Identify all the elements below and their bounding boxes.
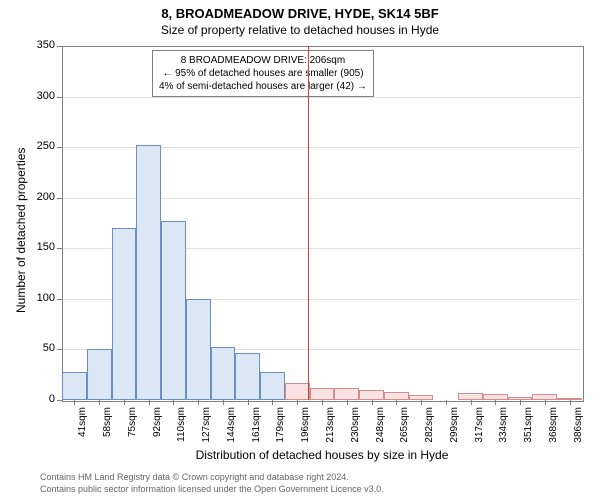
marker-line <box>308 46 309 400</box>
footer-line-1: Contains HM Land Registry data © Crown c… <box>40 472 349 482</box>
gridline <box>63 97 581 98</box>
x-tick-label: 41sqm <box>77 407 88 455</box>
y-tick-label: 50 <box>27 342 55 354</box>
info-box: 8 BROADMEADOW DRIVE: 206sqm ← 95% of det… <box>152 50 374 97</box>
histogram-bar <box>235 353 260 400</box>
x-tick-label: 230sqm <box>350 407 361 455</box>
x-tick-mark <box>173 400 174 405</box>
x-tick-label: 161sqm <box>251 407 262 455</box>
histogram-bar <box>310 388 335 400</box>
histogram-bar <box>112 228 137 400</box>
x-tick-mark <box>421 400 422 405</box>
y-tick-mark <box>57 349 62 350</box>
x-tick-mark <box>545 400 546 405</box>
x-tick-label: 75sqm <box>127 407 138 455</box>
x-tick-mark <box>99 400 100 405</box>
x-tick-label: 299sqm <box>449 407 460 455</box>
info-line-2: ← 95% of detached houses are smaller (90… <box>159 67 367 80</box>
y-tick-mark <box>57 299 62 300</box>
x-tick-label: 386sqm <box>573 407 584 455</box>
y-tick-mark <box>57 46 62 47</box>
histogram-bar <box>384 392 409 400</box>
y-tick-label: 0 <box>27 393 55 405</box>
histogram-bar <box>458 393 483 400</box>
histogram-bar <box>62 372 87 400</box>
y-tick-label: 100 <box>27 292 55 304</box>
x-tick-mark <box>198 400 199 405</box>
x-tick-label: 317sqm <box>474 407 485 455</box>
info-line-1: 8 BROADMEADOW DRIVE: 206sqm <box>159 54 367 67</box>
x-tick-mark <box>297 400 298 405</box>
y-tick-mark <box>57 248 62 249</box>
x-tick-label: 196sqm <box>300 407 311 455</box>
x-tick-label: 144sqm <box>226 407 237 455</box>
x-tick-label: 351sqm <box>523 407 534 455</box>
histogram-bar <box>136 145 161 400</box>
title-sub: Size of property relative to detached ho… <box>0 21 600 37</box>
x-tick-label: 282sqm <box>424 407 435 455</box>
x-tick-mark <box>149 400 150 405</box>
x-tick-mark <box>248 400 249 405</box>
y-tick-label: 350 <box>27 39 55 51</box>
info-line-3: 4% of semi-detached houses are larger (4… <box>159 80 367 93</box>
histogram-bar <box>87 349 112 400</box>
x-tick-label: 58sqm <box>102 407 113 455</box>
x-tick-mark <box>272 400 273 405</box>
x-tick-mark <box>74 400 75 405</box>
x-tick-label: 110sqm <box>176 407 187 455</box>
y-tick-label: 250 <box>27 140 55 152</box>
x-tick-label: 368sqm <box>548 407 559 455</box>
y-tick-mark <box>57 147 62 148</box>
x-tick-mark <box>446 400 447 405</box>
y-axis-label: Number of detached properties <box>14 148 28 313</box>
histogram-bar <box>260 372 285 400</box>
x-tick-label: 248sqm <box>375 407 386 455</box>
y-tick-label: 200 <box>27 191 55 203</box>
x-tick-mark <box>396 400 397 405</box>
y-tick-label: 150 <box>27 241 55 253</box>
footer-line-2: Contains public sector information licen… <box>40 484 384 494</box>
x-tick-label: 213sqm <box>325 407 336 455</box>
histogram-bar <box>285 383 310 400</box>
histogram-bar <box>359 390 384 400</box>
x-tick-mark <box>520 400 521 405</box>
y-tick-mark <box>57 198 62 199</box>
x-tick-mark <box>471 400 472 405</box>
x-tick-label: 127sqm <box>201 407 212 455</box>
x-tick-mark <box>495 400 496 405</box>
x-tick-label: 179sqm <box>275 407 286 455</box>
x-tick-mark <box>372 400 373 405</box>
x-tick-mark <box>223 400 224 405</box>
histogram-bar <box>334 388 359 400</box>
x-tick-mark <box>124 400 125 405</box>
histogram-bar <box>211 347 236 400</box>
x-tick-mark <box>322 400 323 405</box>
histogram-bar <box>186 299 211 400</box>
y-tick-mark <box>57 97 62 98</box>
histogram-bar <box>161 221 186 400</box>
y-tick-label: 300 <box>27 90 55 102</box>
title-main: 8, BROADMEADOW DRIVE, HYDE, SK14 5BF <box>0 0 600 21</box>
y-tick-mark <box>57 400 62 401</box>
x-tick-label: 265sqm <box>399 407 410 455</box>
chart-container: 8, BROADMEADOW DRIVE, HYDE, SK14 5BF Siz… <box>0 0 600 500</box>
x-tick-label: 334sqm <box>498 407 509 455</box>
x-tick-mark <box>347 400 348 405</box>
x-tick-mark <box>570 400 571 405</box>
x-tick-label: 92sqm <box>152 407 163 455</box>
